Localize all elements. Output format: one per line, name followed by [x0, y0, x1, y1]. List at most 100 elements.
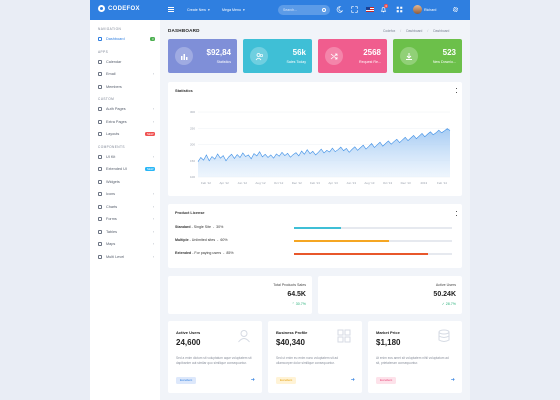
- more-options-icon[interactable]: [456, 211, 457, 216]
- stat-label: Statistics: [216, 60, 231, 64]
- x-tick-label: Feb '13: [310, 181, 320, 185]
- trend-up-icon: ✓: [441, 302, 446, 306]
- x-tick-label: 2013: [421, 181, 428, 185]
- stat-tile[interactable]: 2568 Request Re...: [318, 39, 387, 73]
- chevron-right-icon: ›: [152, 242, 154, 246]
- product-license-card: Product License Standard - Single Site -…: [168, 204, 462, 268]
- sidebar-item-badge: 3: [150, 36, 155, 41]
- sidebar-item[interactable]: Members: [98, 83, 156, 91]
- arrow-right-icon[interactable]: ➜: [350, 377, 355, 383]
- sidebar-item[interactable]: Auth Pages ›: [98, 105, 156, 113]
- sidebar-item-label: Members: [106, 84, 122, 89]
- sidebar-item[interactable]: Layouts NEW: [98, 130, 156, 138]
- sidebar-item-label: Multi Level: [106, 254, 125, 259]
- license-name: Standard: [175, 225, 191, 229]
- sidebar-item-badge: NEW: [145, 131, 155, 136]
- x-tick-label: Jun '12: [238, 181, 248, 185]
- sidebar-item-label: Icons: [106, 192, 116, 196]
- stat-label: Sales Today: [286, 60, 306, 64]
- user-icon: [238, 330, 250, 343]
- stat-tile[interactable]: $92,84 Statistics: [168, 39, 237, 73]
- summary-card-text: At enim eos amet sit voluptatem nihil vo…: [376, 356, 449, 365]
- breadcrumb-separator: /: [400, 29, 402, 33]
- summary-card-tag[interactable]: Excellent: [376, 377, 397, 384]
- sidebar-item-label: Charts: [106, 204, 118, 209]
- chevron-right-icon: ›: [152, 154, 154, 159]
- arrow-right-icon[interactable]: ➜: [250, 377, 255, 383]
- stat-icon-circle: [400, 47, 418, 65]
- stat-tile[interactable]: 56k Sales Today: [243, 39, 312, 73]
- sidebar-item[interactable]: Widgets: [98, 178, 156, 186]
- arrow-right-icon[interactable]: ➜: [450, 377, 455, 383]
- brand-logo[interactable]: CODEFOX: [98, 5, 140, 12]
- breadcrumb-item[interactable]: Codefox: [383, 29, 396, 33]
- license-row: Multiple - Unlimited sites - 60%: [175, 238, 228, 242]
- sidebar-section-heading: COMPONENTS: [98, 144, 125, 149]
- y-tick-label: 100: [190, 175, 195, 179]
- gear-icon[interactable]: [452, 6, 459, 13]
- fullscreen-icon[interactable]: [351, 6, 358, 13]
- sidebar-item-icon: [98, 167, 102, 171]
- sidebar-item[interactable]: Forms ›: [98, 215, 156, 223]
- license-row: Standard - Single Site - 30%: [175, 225, 224, 229]
- total-sales-card: Total Products Sales 64.5K ⌃ 30.7%: [168, 276, 312, 314]
- stat-tile[interactable]: 523 New Downlo...: [393, 39, 462, 73]
- bell-icon[interactable]: [380, 6, 387, 13]
- breadcrumb-item[interactable]: Dashboard: [406, 29, 423, 33]
- license-percent: 30%: [216, 225, 224, 229]
- topbar: CODEFOX Create New ▾ Mega Menu ▾ Search.…: [90, 0, 470, 20]
- license-row: Extended - For paying users - 85%: [175, 251, 234, 255]
- x-tick-label: Oct '13: [383, 181, 393, 185]
- sidebar-item[interactable]: Charts ›: [98, 203, 156, 211]
- user-name[interactable]: Richard: [424, 8, 437, 12]
- sidebar-section-heading: CUSTOM: [98, 97, 115, 101]
- grid-icon: [337, 329, 351, 343]
- sidebar-item-label: Extended UI: [106, 167, 127, 171]
- chevron-right-icon: ›: [152, 217, 154, 221]
- search-input[interactable]: Search...: [278, 5, 330, 15]
- sidebar-item[interactable]: Tables ›: [98, 228, 156, 236]
- sidebar-item-label: Dashboard: [106, 37, 125, 41]
- sidebar-item[interactable]: Dashboard 3: [98, 35, 156, 43]
- stat-label: New Downlo...: [432, 60, 456, 64]
- summary-card-tag[interactable]: Excellent: [276, 377, 297, 384]
- stat-icon-circle: [325, 47, 343, 65]
- y-tick-label: 150: [190, 159, 195, 163]
- apps-grid-icon[interactable]: [396, 6, 403, 13]
- sidebar-item-icon: [98, 119, 102, 124]
- sidebar-item[interactable]: UI Kit ›: [98, 153, 156, 161]
- summary-card-tag[interactable]: Excellent: [176, 377, 197, 384]
- more-options-icon[interactable]: [456, 88, 457, 93]
- search-icon: [322, 7, 326, 12]
- sidebar-item-label: Forms: [106, 217, 117, 221]
- sidebar-item[interactable]: Calendar: [98, 58, 156, 66]
- sidebar-item-label: Calendar: [106, 59, 122, 64]
- moon-icon[interactable]: [336, 6, 343, 13]
- sidebar-item-icon: [98, 132, 102, 136]
- trend-up-icon: ⌃: [291, 302, 296, 306]
- user-avatar[interactable]: [413, 5, 422, 14]
- sidebar-item-badge: NEW: [145, 166, 155, 171]
- create-new-menu[interactable]: Create New ▾: [187, 8, 210, 12]
- sidebar-item-icon: [98, 254, 102, 259]
- active-users-trend: ✓ 28.7%: [442, 302, 456, 306]
- sidebar-item[interactable]: Maps ›: [98, 240, 156, 248]
- summary-card-title: Active Users: [176, 330, 201, 335]
- sidebar-item[interactable]: Extra Pages ›: [98, 118, 156, 126]
- sidebar-item-label: Maps: [106, 242, 116, 246]
- license-progress-track: [294, 226, 452, 229]
- mega-menu[interactable]: Mega Menu ▾: [222, 8, 245, 12]
- stat-icon-circle: [175, 47, 193, 65]
- summary-card: Business Profile $40,340 Sed ut enim eu en…: [268, 321, 362, 393]
- sidebar-item[interactable]: Email ›: [98, 70, 156, 78]
- sidebar-item[interactable]: Multi Level ›: [98, 253, 156, 261]
- breadcrumb-separator: /: [427, 29, 429, 33]
- chevron-down-icon: ▾: [242, 8, 245, 12]
- license-percent: 60%: [220, 238, 228, 242]
- hamburger-menu-icon[interactable]: [168, 7, 174, 12]
- y-tick-label: 250: [190, 126, 195, 130]
- sidebar-item[interactable]: Extended UI NEW: [98, 165, 156, 173]
- license-progress-fill: [294, 252, 429, 255]
- sidebar-item[interactable]: Icons ›: [98, 190, 156, 198]
- us-flag-icon[interactable]: [366, 7, 374, 12]
